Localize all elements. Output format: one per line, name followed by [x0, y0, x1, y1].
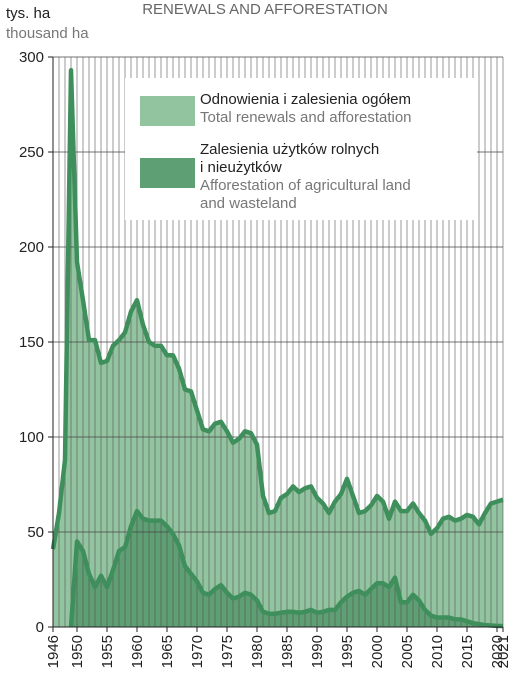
- x-tick-label: 1946: [45, 635, 62, 668]
- legend-label-en: Total renewals and afforestation: [200, 109, 412, 126]
- x-tick-label: 1965: [159, 635, 176, 668]
- legend-label: Odnowienia i zalesienia ogółem: [200, 91, 411, 108]
- line: [50, 68, 504, 550]
- x-tick-label: 2021: [495, 635, 512, 668]
- y-tick-label: 50: [27, 524, 44, 541]
- x-tick-label: 1980: [249, 635, 266, 668]
- chart-title: RENEWALS AND AFFORESTATION: [142, 1, 388, 18]
- x-tick-label: 2000: [369, 635, 386, 668]
- x-tick-label: 1970: [189, 635, 206, 668]
- line: [68, 508, 504, 629]
- x-tick-label: 1995: [339, 635, 356, 668]
- legend-label: i nieużytków: [200, 159, 282, 176]
- legend-label-en: and wasteland: [200, 195, 297, 212]
- y-tick-label: 250: [19, 144, 44, 161]
- y-tick-label: 100: [19, 429, 44, 446]
- y-unit: tys. ha: [6, 5, 51, 22]
- legend-swatch: [140, 96, 195, 126]
- x-tick-label: 1990: [309, 635, 326, 668]
- area: [53, 70, 503, 628]
- x-tick-label: 1960: [129, 635, 146, 668]
- x-tick-label: 2015: [459, 635, 476, 668]
- x-tick-label: 1950: [69, 635, 86, 668]
- x-tick-label: 1985: [279, 635, 296, 668]
- x-tick-label: 1975: [219, 635, 236, 668]
- legend-label-en: Afforestation of agricultural land: [200, 177, 411, 194]
- legend-swatch: [140, 158, 195, 188]
- y-tick-label: 150: [19, 334, 44, 351]
- y-unit-en: thousand ha: [6, 25, 89, 42]
- y-tick-label: 300: [19, 49, 44, 66]
- x-tick-label: 2010: [429, 635, 446, 668]
- legend-label: Zalesienia użytków rolnych: [200, 141, 379, 158]
- y-tick-label: 0: [36, 619, 44, 636]
- x-tick-label: 1955: [99, 635, 116, 668]
- x-tick-label: 2005: [399, 635, 416, 668]
- y-tick-label: 200: [19, 239, 44, 256]
- x-tick-label: 2020: [489, 635, 506, 668]
